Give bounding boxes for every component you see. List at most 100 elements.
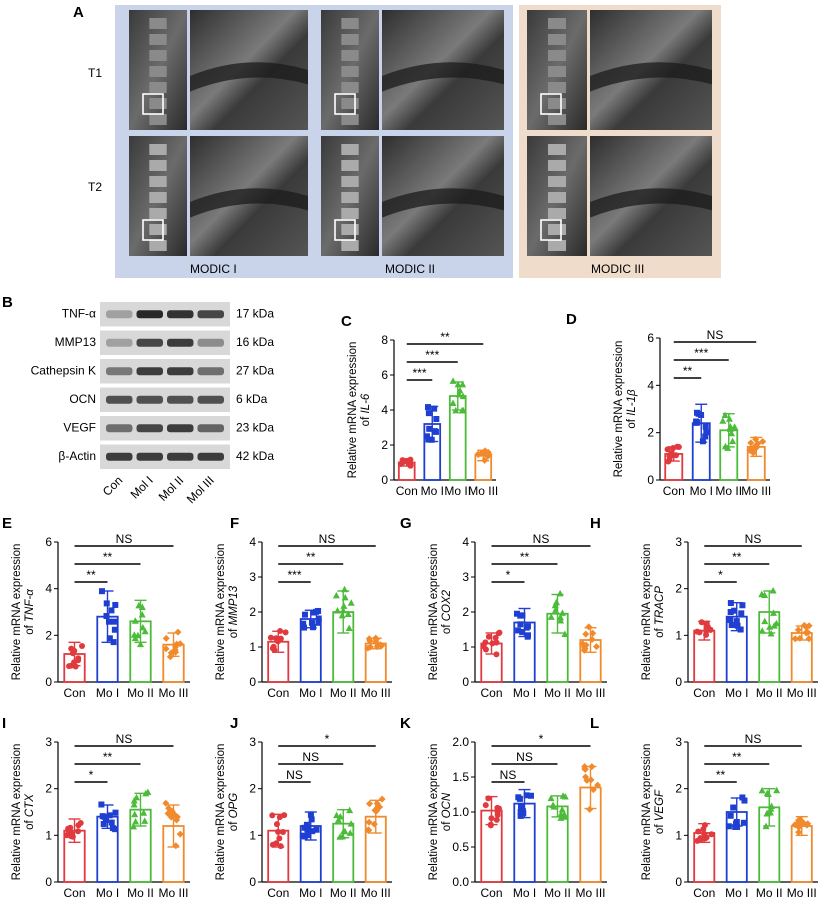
blot-band [167, 452, 194, 461]
panel-label: C [341, 313, 352, 330]
y-tick-label: 0 [675, 675, 682, 689]
significance-label: NS [302, 750, 319, 764]
blot-protein-label: OCN [69, 392, 96, 406]
data-point [274, 638, 281, 645]
x-tick-label: Con [396, 484, 418, 498]
x-tick-label: Mo III [575, 686, 605, 700]
data-point [802, 623, 810, 631]
y-tick-label: 8 [381, 333, 388, 347]
significance-label: NS [286, 768, 303, 782]
significance-label: * [89, 768, 94, 782]
data-point [721, 411, 729, 419]
data-point [333, 811, 341, 819]
data-point [516, 795, 523, 802]
y-axis-label: Relative mRNA expression [215, 744, 227, 881]
data-point [523, 624, 530, 631]
y-axis-label: Relative mRNA expression [613, 341, 625, 478]
x-tick-label: Mo II [715, 484, 742, 498]
data-point [728, 622, 735, 629]
data-point [523, 792, 530, 799]
data-point [666, 456, 673, 463]
data-point [313, 826, 320, 833]
data-point [425, 436, 432, 443]
data-point [769, 586, 777, 594]
data-point [347, 820, 355, 827]
significance-label: NS [516, 750, 533, 764]
panel-b-label: B [2, 294, 13, 311]
roi-box [540, 219, 562, 241]
data-point [552, 606, 560, 613]
y-tick-label: 1 [249, 828, 256, 842]
chart-c: C 0 2 4 6 8 Relative mRNA expression of IL-6 Con… [341, 313, 498, 498]
data-point [739, 602, 746, 609]
data-point [731, 607, 738, 614]
data-point [433, 415, 440, 422]
vertebra-shape [548, 240, 566, 251]
x-tick-label: Mo III [361, 886, 391, 900]
data-point [344, 610, 352, 618]
data-point [589, 629, 597, 637]
y-tick-label: 1.5 [452, 770, 469, 784]
data-point [111, 626, 118, 633]
data-point [494, 812, 501, 819]
vertebra-shape [341, 66, 359, 77]
panel-b-western-blot: TNF-α 17 kDa MMP13 16 kDa Cathepsin K 27 kDa O… [31, 302, 274, 506]
data-point [378, 641, 386, 649]
vertebra-shape [341, 208, 359, 219]
y-tick-label: 4 [45, 582, 52, 596]
data-point [301, 611, 308, 618]
group-label-modic-iii: MODIC III [591, 262, 645, 276]
roi-box [142, 93, 164, 115]
data-point [131, 617, 139, 624]
vertebra-shape [548, 224, 566, 235]
data-point [332, 591, 340, 599]
data-point [459, 392, 467, 400]
data-point [137, 640, 145, 648]
data-point [484, 448, 492, 456]
data-point [485, 795, 492, 802]
data-point [108, 607, 115, 614]
data-point [69, 650, 76, 657]
y-tick-label: 0 [249, 875, 256, 889]
data-point [162, 634, 170, 642]
data-point [400, 459, 407, 466]
y-tick-label: 2 [675, 782, 682, 796]
data-point [727, 600, 734, 607]
x-tick-label: Mo I [513, 686, 536, 700]
data-point [174, 628, 182, 636]
data-point [134, 631, 142, 639]
data-point [456, 386, 464, 394]
y-tick-label: 6 [647, 331, 654, 345]
data-point [489, 640, 496, 647]
vertebra-shape [341, 82, 359, 93]
data-point [269, 812, 276, 819]
x-tick-label: Mo I [299, 686, 322, 700]
data-point [431, 405, 438, 412]
chart-e: E 0 2 4 6 Relative mRNA expression of TNF-α Con… [2, 515, 190, 700]
y-axis-gene-label: of CTX [24, 793, 36, 830]
blot-band [106, 367, 133, 376]
data-point [454, 380, 462, 388]
y-tick-label: 1 [675, 828, 682, 842]
y-axis-label: Relative mRNA expression [641, 744, 653, 881]
roi-box [540, 93, 562, 115]
y-tick-label: 1 [249, 640, 256, 654]
data-point [176, 640, 184, 648]
data-point [702, 433, 709, 440]
y-tick-label: 2 [381, 438, 388, 452]
data-point [273, 821, 280, 828]
y-axis-gene-label: of OPG [228, 793, 240, 831]
significance-label: ** [683, 364, 693, 378]
data-point [704, 623, 711, 630]
blot-band [197, 395, 224, 404]
vertebra-shape [548, 208, 566, 219]
data-point [758, 627, 766, 634]
y-tick-label: 0 [381, 473, 388, 487]
roi-box [334, 219, 356, 241]
data-point [581, 763, 589, 771]
vertebra-shape [149, 208, 167, 219]
vertebra-shape [341, 34, 359, 45]
data-point [495, 630, 502, 637]
significance-label: ** [86, 568, 96, 582]
y-axis-gene-label: of VEGF [654, 789, 666, 834]
